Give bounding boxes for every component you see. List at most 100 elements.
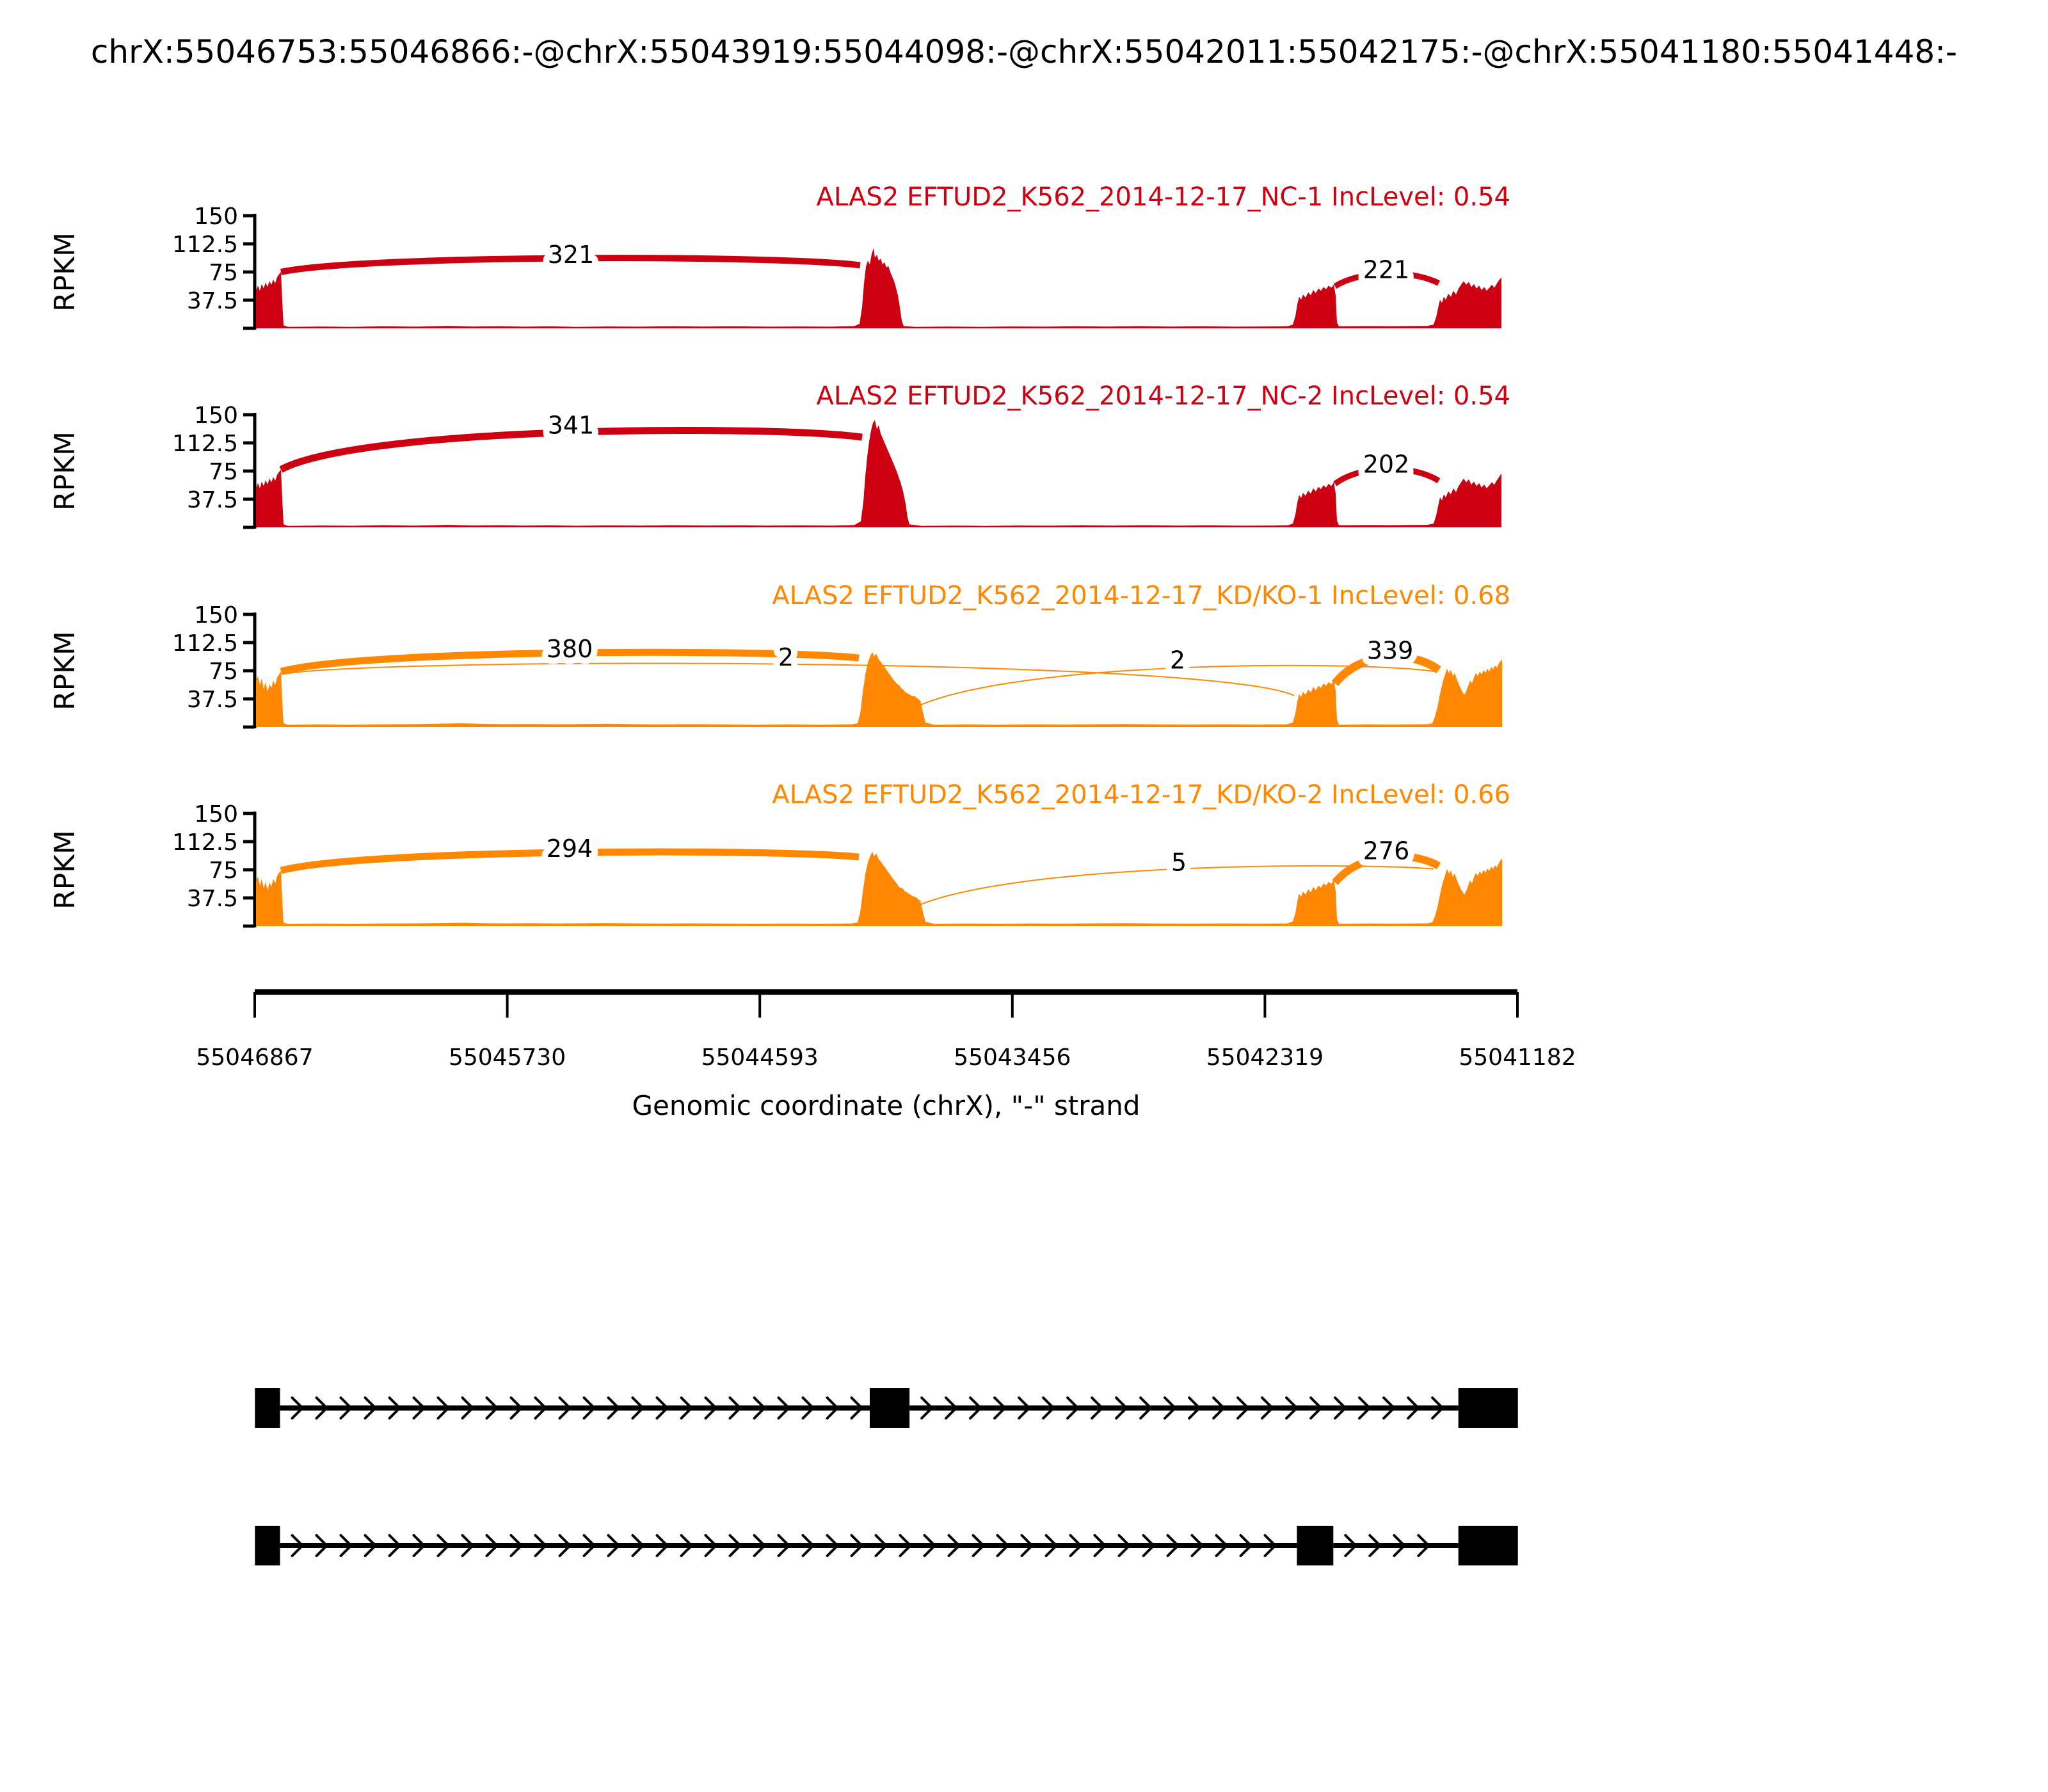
- strand-direction-chevron-icon: [1431, 1396, 1444, 1420]
- strand-direction-chevron-icon: [388, 1396, 402, 1420]
- strand-direction-chevron-icon: [777, 1534, 791, 1557]
- strand-direction-chevron-icon: [509, 1396, 524, 1420]
- strand-direction-chevron-icon: [1018, 1396, 1031, 1420]
- isoform-exon: [1458, 1526, 1518, 1565]
- strand-direction-chevron-icon: [412, 1534, 426, 1557]
- strand-direction-chevron-icon: [485, 1396, 499, 1420]
- strand-direction-chevron-icon: [291, 1534, 305, 1557]
- track-title: ALAS2 EFTUD2_K562_2014-12-17_NC-1 IncLev…: [817, 182, 1511, 212]
- strand-direction-chevron-icon: [607, 1534, 621, 1557]
- strand-direction-chevron-icon: [850, 1534, 864, 1557]
- isoform-exon: [255, 1526, 280, 1565]
- strand-direction-chevron-icon: [1417, 1534, 1431, 1557]
- strand-direction-chevron-icon: [461, 1534, 475, 1557]
- strand-direction-chevron-icon: [582, 1396, 596, 1420]
- track-title: ALAS2 EFTUD2_K562_2014-12-17_KD/KO-2 Inc…: [772, 780, 1510, 810]
- strand-direction-chevron-icon: [1368, 1534, 1382, 1557]
- isoform-exon: [1458, 1388, 1518, 1428]
- y-tick-label: 150: [194, 403, 238, 429]
- strand-direction-chevron-icon: [996, 1534, 1010, 1557]
- strand-direction-chevron-icon: [315, 1534, 329, 1557]
- y-tick-label: 75: [209, 260, 238, 286]
- strand-direction-chevron-icon: [1139, 1396, 1153, 1420]
- strand-direction-chevron-icon: [753, 1396, 767, 1420]
- strand-direction-chevron-icon: [1020, 1534, 1034, 1557]
- strand-direction-chevron-icon: [1042, 1396, 1055, 1420]
- strand-direction-chevron-icon: [874, 1534, 888, 1557]
- strand-direction-chevron-icon: [412, 1396, 426, 1420]
- strand-direction-chevron-icon: [655, 1534, 669, 1557]
- track-title: ALAS2 EFTUD2_K562_2014-12-17_KD/KO-1 Inc…: [772, 581, 1510, 611]
- junction-arc: [280, 662, 1295, 696]
- strand-direction-chevron-icon: [339, 1534, 353, 1557]
- strand-direction-chevron-icon: [461, 1396, 475, 1420]
- strand-direction-chevron-icon: [923, 1534, 937, 1557]
- strand-direction-chevron-icon: [680, 1534, 694, 1557]
- strand-direction-chevron-icon: [364, 1534, 378, 1557]
- x-tick-label: 55046867: [196, 1044, 313, 1071]
- junction-arc: [280, 255, 861, 275]
- strand-direction-chevron-icon: [1117, 1534, 1132, 1557]
- y-tick-label: 37.5: [187, 288, 238, 314]
- strand-direction-chevron-icon: [899, 1534, 913, 1557]
- y-tick-label: 75: [209, 858, 238, 884]
- strand-direction-chevron-icon: [993, 1396, 1007, 1420]
- strand-direction-chevron-icon: [388, 1534, 402, 1557]
- strand-direction-chevron-icon: [339, 1396, 353, 1420]
- strand-direction-chevron-icon: [728, 1534, 742, 1557]
- strand-direction-chevron-icon: [1285, 1396, 1299, 1420]
- junction-count-label: 202: [1363, 450, 1410, 478]
- y-tick-label: 37.5: [187, 886, 238, 912]
- y-axis-title: RPKM: [49, 232, 81, 312]
- x-tick-label: 55045730: [449, 1044, 566, 1071]
- strand-direction-chevron-icon: [1358, 1396, 1372, 1420]
- junction-count-label: 294: [547, 835, 593, 863]
- strand-direction-chevron-icon: [753, 1534, 767, 1557]
- strand-direction-chevron-icon: [1188, 1396, 1201, 1420]
- strand-direction-chevron-icon: [1382, 1396, 1396, 1420]
- strand-direction-chevron-icon: [945, 1396, 958, 1420]
- strand-direction-chevron-icon: [1239, 1534, 1253, 1557]
- strand-direction-chevron-icon: [364, 1396, 378, 1420]
- y-axis-title: RPKM: [49, 631, 81, 710]
- strand-direction-chevron-icon: [558, 1534, 572, 1557]
- strand-direction-chevron-icon: [1261, 1396, 1274, 1420]
- strand-direction-chevron-icon: [607, 1396, 621, 1420]
- isoform-exon: [255, 1388, 280, 1428]
- strand-direction-chevron-icon: [1344, 1534, 1358, 1557]
- y-tick-label: 150: [194, 204, 238, 230]
- y-axis-title: RPKM: [49, 431, 81, 511]
- junction-count-label: 380: [547, 635, 593, 663]
- strand-direction-chevron-icon: [728, 1396, 742, 1420]
- x-tick-label: 55042319: [1206, 1044, 1324, 1071]
- strand-direction-chevron-icon: [1212, 1396, 1226, 1420]
- strand-direction-chevron-icon: [1215, 1534, 1229, 1557]
- strand-direction-chevron-icon: [558, 1396, 572, 1420]
- y-tick-label: 112.5: [172, 630, 238, 657]
- junction-count-label: 339: [1367, 636, 1414, 664]
- strand-direction-chevron-icon: [509, 1534, 524, 1557]
- strand-direction-chevron-icon: [291, 1396, 305, 1420]
- isoform-exon: [869, 1388, 910, 1428]
- junction-count-label: 5: [1171, 848, 1187, 876]
- figure-title: chrX:55046753:55046866:-@chrX:55043919:5…: [90, 33, 1958, 70]
- strand-direction-chevron-icon: [582, 1534, 596, 1557]
- y-tick-label: 37.5: [187, 487, 238, 513]
- junction-count-label: 341: [548, 411, 595, 439]
- strand-direction-chevron-icon: [315, 1396, 329, 1420]
- strand-direction-chevron-icon: [1166, 1534, 1180, 1557]
- strand-direction-chevron-icon: [1236, 1396, 1250, 1420]
- junction-arc: [1333, 465, 1441, 486]
- strand-direction-chevron-icon: [704, 1534, 718, 1557]
- junction-arc: [903, 865, 1434, 913]
- junction-arc: [1332, 852, 1441, 885]
- strand-direction-chevron-icon: [850, 1396, 864, 1420]
- strand-direction-chevron-icon: [534, 1534, 548, 1557]
- strand-direction-chevron-icon: [436, 1534, 451, 1557]
- junction-count-label: 221: [1363, 255, 1410, 284]
- coverage-area: [256, 652, 1502, 727]
- track-title: ALAS2 EFTUD2_K562_2014-12-17_NC-2 IncLev…: [817, 381, 1511, 411]
- y-tick-label: 112.5: [172, 829, 238, 856]
